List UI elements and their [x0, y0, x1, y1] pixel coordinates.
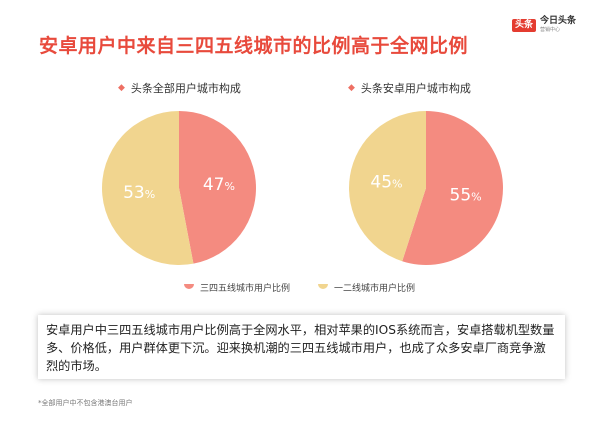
chart-title-android-users: ◆ 头条安卓用户城市构成 — [348, 80, 471, 96]
pie-0-slice-0-label: 47% — [203, 175, 235, 195]
pie-1-slice-1-label: 45% — [370, 173, 402, 193]
summary-box: 安卓用户中三四五线城市用户比例高于全网水平，相对苹果的IOS系统而言，安卓搭载机… — [38, 315, 565, 379]
legend-label-tier345: 三四五线城市用户比例 — [199, 284, 290, 294]
logo-text: 今日头条 营销中心 — [540, 17, 576, 33]
pie-1-slice-0-label: 55% — [450, 185, 482, 205]
pie-charts: 47% 53% 55% 45% — [101, 111, 503, 265]
footnote: *全部用户中不包含港澳台用户 — [38, 399, 133, 407]
chart-title-android-users-label: 头条安卓用户城市构成 — [360, 82, 471, 95]
chart-title-all-users: ◆ 头条全部用户城市构成 — [118, 80, 241, 96]
bullet-dot-icon: ◆ — [348, 83, 355, 93]
pie-0-slice-1 — [101, 111, 194, 265]
bullet-dot-icon: ◆ — [118, 83, 125, 93]
legend-item-tier12: 一二线城市用户比例 — [318, 281, 415, 294]
legend-marker-tier345-icon — [183, 283, 194, 289]
summary-text: 安卓用户中三四五线城市用户比例高于全网水平，相对苹果的IOS系统而言，安卓搭载机… — [46, 323, 555, 373]
pie-1-slice-1 — [348, 111, 426, 262]
chart-legend: 三四五线城市用户比例 一二线城市用户比例 — [0, 281, 599, 294]
pie-0-slice-1-label: 53% — [123, 183, 155, 203]
pie-0-slice-0 — [179, 111, 256, 264]
logo-sub-text: 营销中心 — [540, 27, 561, 33]
page-title: 安卓用户中来自三四五线城市的比例高于全网比例 — [39, 35, 469, 57]
legend-marker-tier12-icon — [318, 283, 328, 289]
brand-logo: 头条 今日头条 营销中心 — [512, 14, 576, 36]
legend-label-tier12: 一二线城市用户比例 — [334, 284, 416, 294]
pie-1-slice-0 — [402, 111, 503, 265]
logo-badge: 头条 — [512, 18, 537, 32]
legend-item-tier345: 三四五线城市用户比例 — [183, 281, 290, 294]
logo-main-text: 今日头条 — [540, 16, 577, 26]
chart-title-all-users-label: 头条全部用户城市构成 — [130, 82, 241, 95]
